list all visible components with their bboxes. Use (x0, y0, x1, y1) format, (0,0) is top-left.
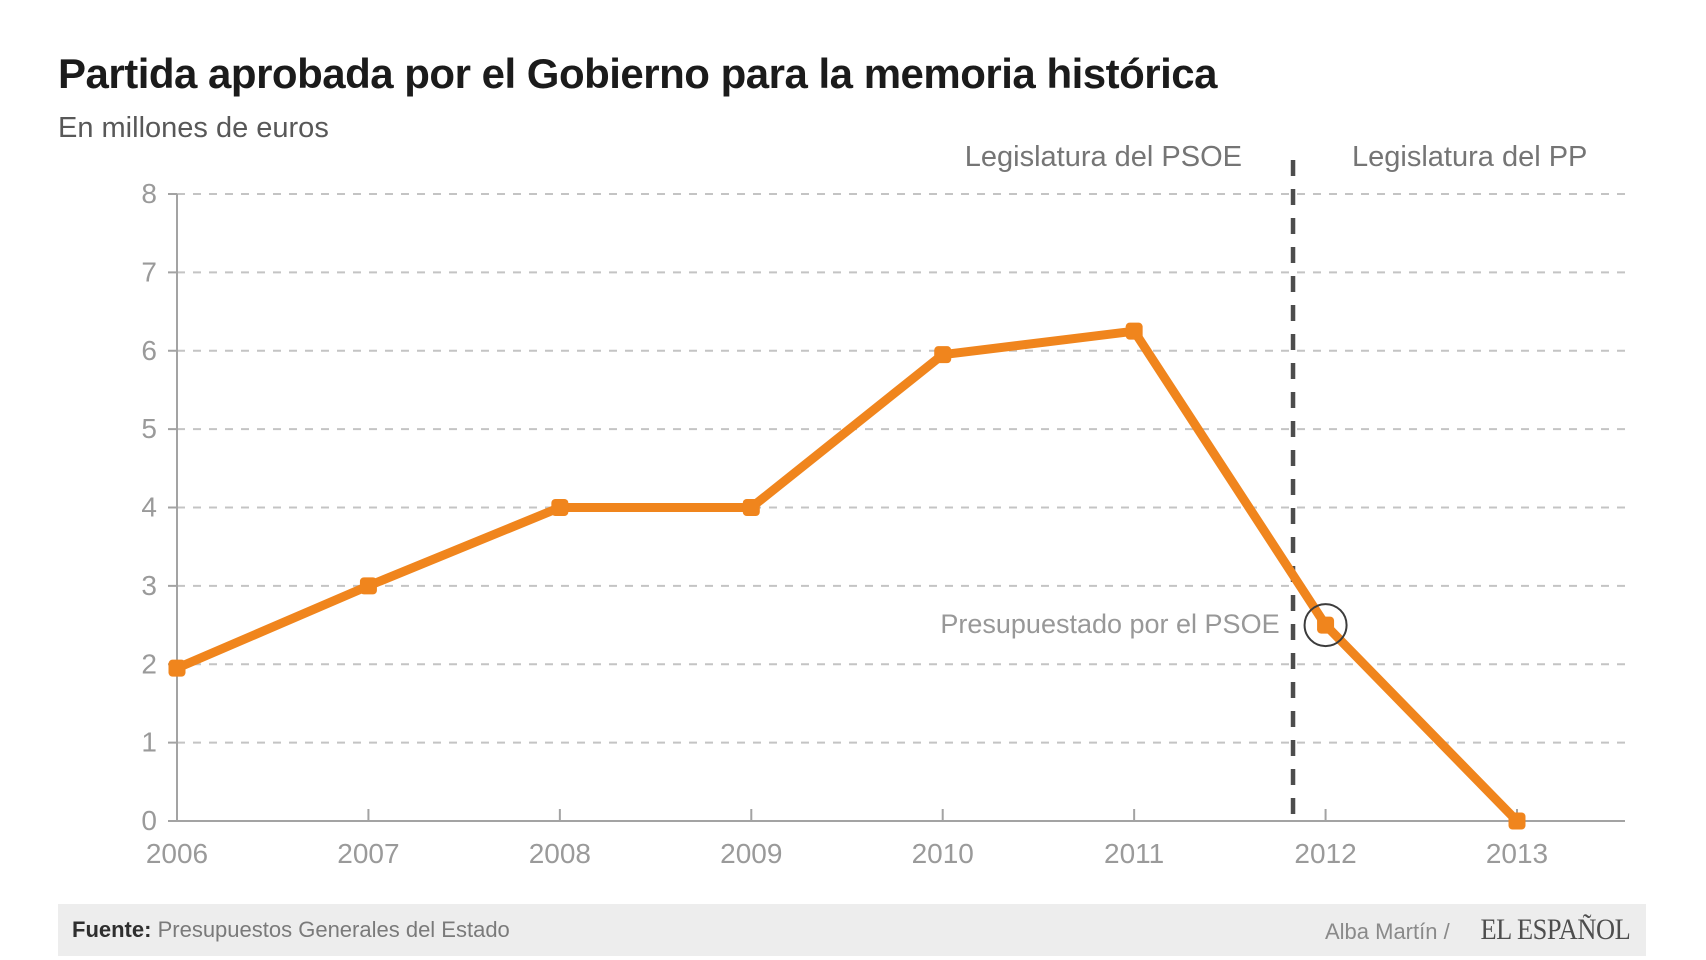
x-tick-label-2011: 2011 (1104, 838, 1164, 869)
y-tick-label-8: 8 (141, 178, 157, 209)
period-label-pp: Legislatura del PP (1352, 141, 1588, 173)
source-value: Presupuestos Generales del Estado (157, 917, 510, 942)
data-point-2013 (1508, 812, 1526, 830)
data-point-2007 (359, 577, 377, 595)
x-tick-label-2009: 2009 (720, 838, 782, 869)
y-tick-label-0: 0 (141, 805, 157, 836)
chart-title: Partida aprobada por el Gobierno para la… (58, 50, 1218, 97)
author-credit: Alba Martín / (1324, 919, 1450, 944)
data-point-2008 (551, 499, 569, 516)
x-tick-label-2007: 2007 (337, 838, 399, 869)
y-tick-label-4: 4 (141, 492, 157, 523)
y-tick-label-2: 2 (141, 648, 157, 679)
period-label-psoe: Legislatura del PSOE (964, 141, 1243, 173)
y-tick-label-5: 5 (141, 413, 157, 444)
x-tick-label-2010: 2010 (912, 838, 974, 869)
x-tick-label-2006: 2006 (146, 838, 208, 869)
x-tick-label-2013: 2013 (1486, 838, 1548, 869)
y-tick-label-7: 7 (141, 256, 157, 287)
source-label: Fuente: (72, 917, 152, 942)
data-point-2009 (742, 499, 760, 516)
x-tick-label-2012: 2012 (1294, 838, 1356, 869)
data-point-2011 (1125, 322, 1143, 340)
budget-line-series (175, 326, 1521, 825)
data-point-2006 (168, 659, 186, 677)
data-point-2012 (1317, 616, 1335, 634)
y-tick-label-1: 1 (141, 727, 157, 758)
highlight-circle (1303, 603, 1348, 648)
y-tick-label-6: 6 (141, 335, 157, 366)
chart-subtitle: En millones de euros (58, 112, 329, 144)
x-tick-label-2008: 2008 (529, 838, 591, 869)
brand-logotype: EL ESPAÑOL (1480, 913, 1630, 946)
y-tick-label-3: 3 (141, 570, 157, 601)
data-point-2010 (934, 346, 952, 364)
credit-block: Alba Martín / EL ESPAÑOL (1325, 913, 1630, 947)
highlight-note: Presupuestado por el PSOE (940, 609, 1280, 640)
footer-bar: Fuente: Presupuestos Generales del Estad… (58, 904, 1646, 956)
source-text: Fuente: Presupuestos Generales del Estad… (72, 917, 510, 943)
